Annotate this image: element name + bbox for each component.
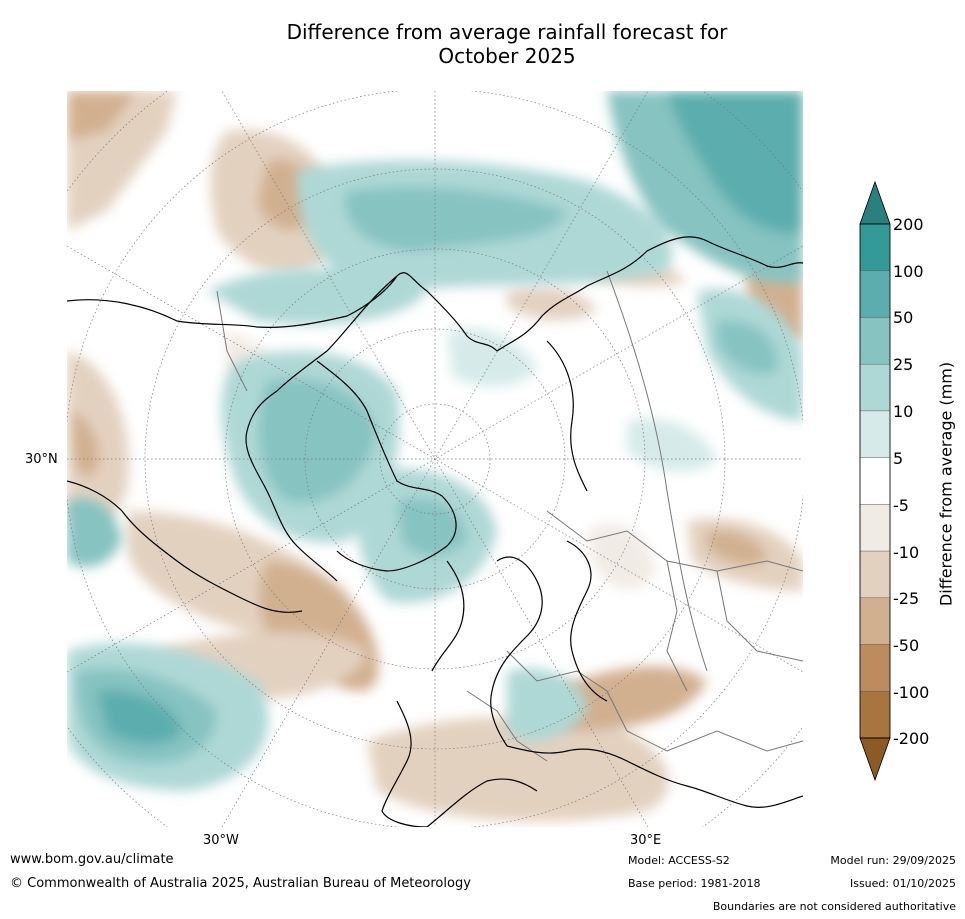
footer-issued: Issued: 01/10/2025	[849, 877, 956, 890]
footer-url: www.bom.gov.au/climate	[10, 852, 174, 867]
footer-base-period: Base period: 1981-2018	[628, 877, 761, 890]
title-line-1: Difference from average rainfall forecas…	[286, 20, 728, 44]
colorbar-tick: 10	[893, 402, 914, 421]
colorbar-cell	[859, 457, 891, 505]
colorbar-cell	[859, 270, 891, 318]
footer-copyright: © Commonwealth of Australia 2025, Austra…	[10, 876, 471, 891]
map-title: Difference from average rainfall forecas…	[0, 20, 965, 68]
rainfall-anomaly-map	[67, 91, 803, 827]
country-boundaries	[216, 270, 803, 762]
colorbar-tick: -50	[893, 636, 920, 655]
colorbar-cells	[859, 223, 891, 739]
colorbar-tick: -25	[893, 589, 920, 608]
colorbar-cell	[859, 504, 891, 552]
lon-label-30e: 30°E	[630, 833, 662, 848]
colorbar-cell	[859, 410, 891, 458]
footer-model-run: Model run: 29/09/2025	[830, 854, 956, 867]
title-line-2: October 2025	[438, 44, 576, 68]
colorbar	[859, 180, 891, 782]
colorbar-extend-top	[859, 180, 891, 225]
colorbar-cell	[859, 317, 891, 365]
colorbar-tick: 5	[893, 449, 904, 468]
footer-model: Model: ACCESS-S2	[628, 854, 730, 867]
colorbar-tick: 50	[893, 308, 914, 327]
colorbar-tick: 25	[893, 355, 914, 374]
colorbar-cell	[859, 644, 891, 692]
footer-disclaimer: Boundaries are not considered authoritat…	[712, 900, 956, 913]
colorbar-extend-bottom	[859, 737, 891, 782]
graticule	[67, 91, 803, 827]
colorbar-tick: -5	[893, 496, 909, 515]
colorbar-tick: -200	[893, 729, 930, 748]
wet-anomaly-layer	[67, 91, 803, 791]
dry-anomaly-layer	[67, 91, 803, 822]
lat-label-30n: 30°N	[25, 452, 58, 467]
colorbar-cell	[859, 363, 891, 412]
lon-label-30w: 30°W	[203, 833, 239, 848]
colorbar-cell	[859, 223, 891, 271]
colorbar-label: Difference from average (mm)	[936, 361, 956, 607]
colorbar-tick: 200	[893, 215, 924, 234]
colorbar-tick: -10	[893, 543, 920, 562]
coastlines	[67, 236, 803, 827]
colorbar-cell	[859, 691, 891, 739]
colorbar-cell	[859, 550, 891, 599]
colorbar-tick: 100	[893, 262, 924, 281]
colorbar-cell	[859, 597, 891, 645]
colorbar-tick: -100	[893, 683, 930, 702]
